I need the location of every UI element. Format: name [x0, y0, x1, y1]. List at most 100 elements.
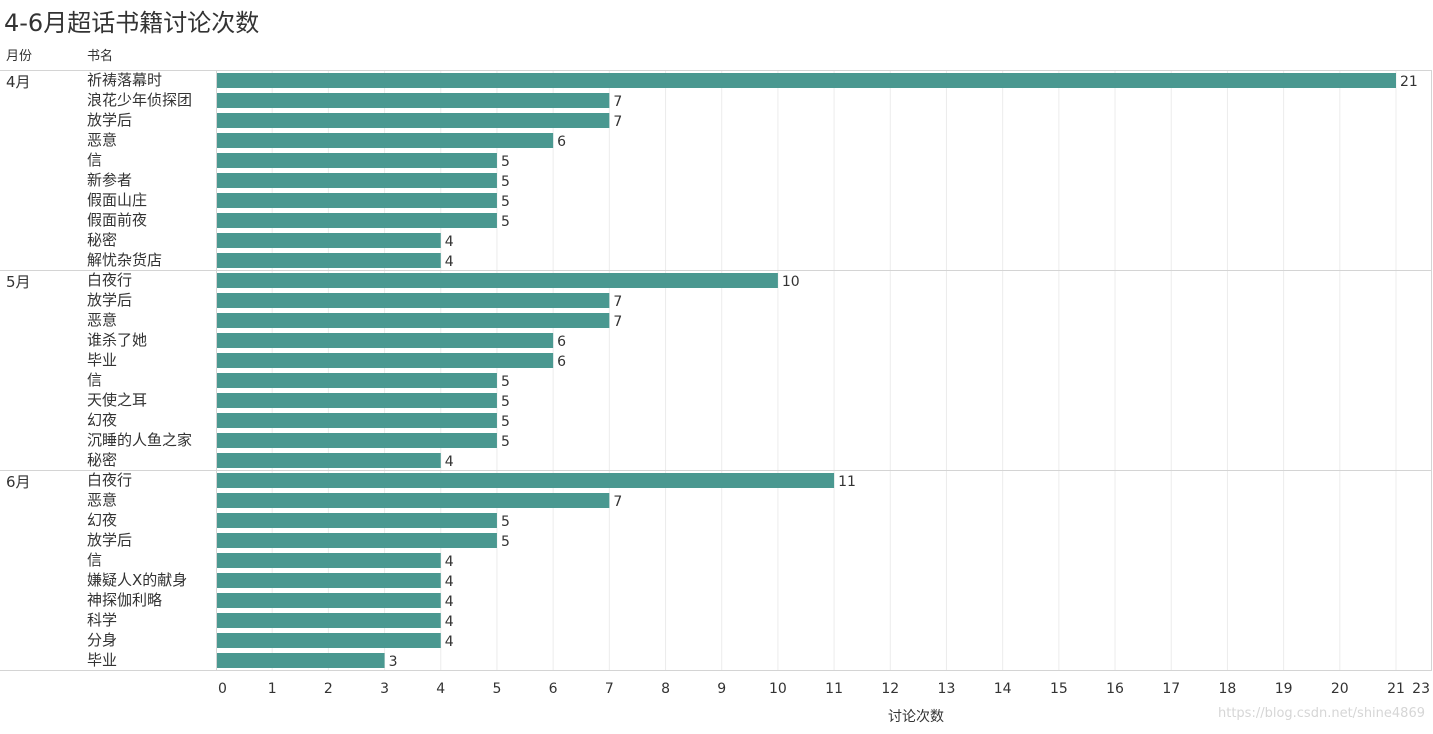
bar	[217, 113, 610, 128]
data-label: 4	[445, 634, 454, 650]
data-label: 3	[389, 654, 398, 670]
bar	[217, 373, 497, 388]
bar	[217, 333, 554, 348]
book-label: 秘密	[87, 231, 117, 249]
book-label: 分身	[87, 631, 117, 649]
x-tick-label: 2	[324, 681, 333, 697]
x-tick-label: 7	[605, 681, 614, 697]
book-label: 放学后	[87, 111, 132, 129]
bar	[217, 533, 497, 548]
bar	[217, 633, 441, 648]
book-label: 嫌疑人X的献身	[87, 571, 187, 589]
x-tick-label: 10	[769, 681, 787, 697]
data-label: 7	[613, 494, 622, 510]
data-label: 4	[445, 614, 454, 630]
x-tick-label: 18	[1219, 681, 1237, 697]
data-label: 4	[445, 594, 454, 610]
book-label: 神探伽利略	[87, 591, 162, 609]
book-label: 白夜行	[87, 271, 132, 289]
book-label: 浪花少年侦探团	[87, 91, 192, 109]
x-tick-label: 0	[218, 681, 227, 697]
book-label: 白夜行	[87, 471, 132, 489]
bar	[217, 473, 835, 488]
bar	[217, 73, 1396, 88]
x-tick-label: 14	[994, 681, 1012, 697]
data-label: 11	[838, 474, 856, 490]
bar	[217, 613, 441, 628]
bar	[217, 153, 497, 168]
data-label: 5	[501, 514, 510, 530]
x-tick-label: 23	[1412, 681, 1430, 697]
bar	[217, 133, 554, 148]
bar	[217, 93, 610, 108]
data-label: 10	[782, 274, 800, 290]
x-tick-label: 3	[380, 681, 389, 697]
bar	[217, 593, 441, 608]
x-tick-label: 21	[1387, 681, 1405, 697]
data-label: 7	[613, 114, 622, 130]
book-label: 毕业	[87, 651, 117, 669]
data-label: 5	[501, 534, 510, 550]
x-tick-label: 1	[268, 681, 277, 697]
data-label: 4	[445, 254, 454, 270]
x-tick-label: 5	[492, 681, 501, 697]
book-label: 新参者	[87, 171, 132, 189]
book-label: 秘密	[87, 451, 117, 469]
x-tick-label: 20	[1331, 681, 1349, 697]
x-tick-label: 16	[1106, 681, 1124, 697]
data-label: 5	[501, 394, 510, 410]
row-header-book: 书名	[87, 48, 113, 64]
bar	[217, 233, 441, 248]
bar	[217, 273, 778, 288]
bar	[217, 213, 497, 228]
month-label: 6月	[6, 473, 31, 491]
book-label: 放学后	[87, 291, 132, 309]
data-label: 5	[501, 434, 510, 450]
x-tick-label: 13	[938, 681, 956, 697]
book-label: 恶意	[87, 131, 117, 149]
bar	[217, 353, 554, 368]
month-label: 4月	[6, 73, 31, 91]
book-label: 谁杀了她	[87, 331, 147, 349]
data-label: 5	[501, 214, 510, 230]
x-tick-label: 19	[1275, 681, 1293, 697]
data-label: 21	[1400, 74, 1418, 90]
bar	[217, 293, 610, 308]
book-label: 恶意	[87, 311, 117, 329]
book-label: 幻夜	[87, 411, 117, 429]
watermark: https://blog.csdn.net/shine4869	[1217, 706, 1425, 721]
bar	[217, 193, 497, 208]
bar	[217, 453, 441, 468]
bar	[217, 493, 610, 508]
book-label: 解忧杂货店	[87, 251, 162, 269]
bar	[217, 393, 497, 408]
data-label: 5	[501, 374, 510, 390]
x-tick-label: 11	[825, 681, 843, 697]
data-label: 5	[501, 414, 510, 430]
bar	[217, 173, 497, 188]
book-label: 沉睡的人鱼之家	[87, 431, 192, 449]
book-label: 科学	[87, 611, 117, 629]
bar	[217, 653, 385, 668]
x-tick-label: 17	[1162, 681, 1180, 697]
book-label: 祈祷落幕时	[87, 71, 162, 89]
month-label: 5月	[6, 273, 31, 291]
data-label: 5	[501, 174, 510, 190]
book-label: 放学后	[87, 531, 132, 549]
bar	[217, 253, 441, 268]
data-label: 7	[613, 94, 622, 110]
bar	[217, 553, 441, 568]
data-label: 4	[445, 554, 454, 570]
bar	[217, 573, 441, 588]
book-label: 幻夜	[87, 511, 117, 529]
x-tick-label: 4	[436, 681, 445, 697]
x-tick-label: 15	[1050, 681, 1068, 697]
chart-title: 4-6月超话书籍讨论次数	[4, 9, 260, 37]
data-label: 6	[557, 354, 566, 370]
book-label: 假面前夜	[87, 211, 147, 229]
data-label: 7	[613, 314, 622, 330]
bar	[217, 313, 610, 328]
row-header-month: 月份	[6, 49, 32, 64]
book-label: 毕业	[87, 351, 117, 369]
